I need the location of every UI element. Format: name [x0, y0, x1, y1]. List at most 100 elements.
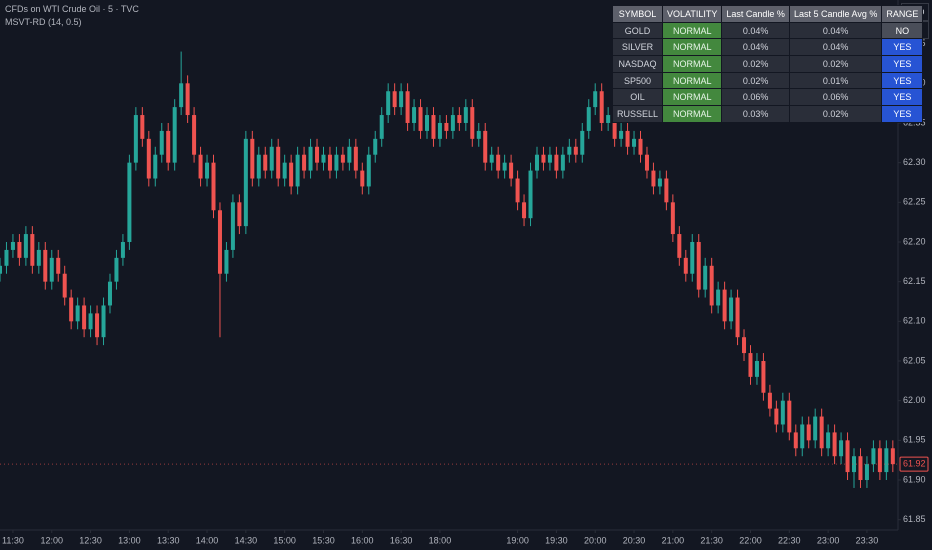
candle-body: [399, 91, 404, 108]
x-tick-label: 23:00: [817, 535, 840, 545]
candle-body: [101, 305, 106, 338]
candle-body: [839, 440, 844, 457]
candle-body: [172, 107, 177, 163]
candle-body: [767, 392, 772, 409]
candle-body: [82, 305, 87, 330]
table-row: OIL NORMAL 0.06% 0.06% YES: [611, 88, 924, 107]
candle-body: [179, 83, 184, 108]
candle-body: [774, 408, 779, 425]
candle-body: [696, 241, 701, 290]
table-cell: NORMAL: [662, 55, 723, 73]
candle-body: [806, 424, 811, 441]
candle-body: [793, 432, 798, 449]
candle-body: [192, 115, 197, 155]
table-cell: GOLD: [611, 21, 664, 40]
candle-body: [353, 146, 358, 171]
x-tick-label: 19:30: [545, 535, 568, 545]
candle-body: [224, 249, 229, 274]
header-cell: Last Candle %: [721, 5, 790, 23]
table-cell: 0.04%: [721, 21, 790, 40]
candle-body: [431, 115, 436, 139]
candle-body: [4, 249, 9, 266]
candle-body: [62, 273, 67, 298]
table-cell: YES: [881, 105, 924, 123]
candle-body: [282, 162, 287, 179]
x-tick-label: 20:30: [623, 535, 646, 545]
candle-body: [502, 162, 507, 171]
candle-body: [619, 130, 624, 139]
candle-body: [107, 281, 112, 306]
last-price-label: 61.92: [903, 459, 926, 469]
candle-body: [638, 138, 643, 155]
table-row: SP500 NORMAL 0.02% 0.01% YES: [611, 71, 924, 90]
candle-body: [625, 130, 630, 147]
x-tick-label: 11:30: [2, 535, 24, 545]
x-tick-label: 13:00: [118, 535, 141, 545]
table-cell: NORMAL: [662, 105, 723, 123]
table-cell: 0.06%: [788, 88, 883, 107]
candle-body: [496, 154, 501, 171]
candle-body: [405, 91, 410, 123]
table-cell: YES: [881, 88, 924, 107]
table-cell: NORMAL: [662, 38, 723, 57]
table-cell: 0.01%: [788, 71, 883, 90]
candle-body: [644, 154, 649, 171]
candle-body: [677, 234, 682, 258]
candle-body: [0, 265, 3, 274]
x-tick-label: 20:00: [584, 535, 607, 545]
volatility-table: SYMBOL VOLATILITY Last Candle % Last 5 Cand…: [611, 5, 924, 123]
candle-body: [845, 440, 850, 473]
table-cell: SILVER: [611, 38, 664, 57]
candle-body: [386, 91, 391, 116]
table-cell: 0.02%: [721, 71, 790, 90]
candle-body: [69, 297, 74, 322]
candle-body: [88, 313, 93, 330]
candle-body: [813, 416, 818, 441]
candle-body: [373, 138, 378, 155]
x-tick-label: 22:00: [739, 535, 762, 545]
candle-body: [890, 448, 895, 465]
last-price-box: [899, 456, 929, 472]
candle-body: [412, 107, 417, 123]
table-row: SILVER NORMAL 0.04% 0.04% YES: [611, 38, 924, 57]
table-cell: 0.03%: [721, 105, 790, 123]
candle-body: [159, 130, 164, 155]
x-tick-label: 22:30: [778, 535, 801, 545]
candle-body: [198, 154, 203, 179]
candle-body: [567, 146, 572, 155]
symbol-title: CFDs on WTI Crude Oil · 5 · TVC: [5, 4, 139, 14]
candle-body: [871, 448, 876, 465]
candle-body: [742, 337, 747, 354]
x-tick-label: 12:00: [40, 535, 63, 545]
candle-body: [580, 130, 585, 155]
table-row: RUSSELL NORMAL 0.03% 0.02% YES: [611, 105, 924, 123]
candle-body: [787, 400, 792, 433]
table-cell: 0.06%: [721, 88, 790, 107]
candle-body: [444, 122, 449, 131]
x-tick-label: 21:30: [700, 535, 723, 545]
candle-body: [489, 154, 494, 163]
candle-body: [75, 305, 80, 322]
candle-body: [424, 115, 430, 131]
candle-body: [295, 154, 300, 187]
candle-body: [826, 432, 831, 449]
candle-body: [308, 146, 313, 171]
x-tick-label: 15:30: [312, 535, 335, 545]
candle-body: [315, 146, 320, 163]
y-tick-label: 62.15: [903, 276, 926, 286]
table-cell: NASDAQ: [611, 55, 664, 73]
candle-body: [437, 122, 442, 139]
candle-body: [509, 162, 514, 179]
table-cell: NO: [881, 21, 924, 40]
candle-body: [599, 91, 604, 123]
candle-body: [709, 265, 714, 306]
candle-body: [256, 154, 261, 179]
candle-body: [43, 249, 48, 282]
table-cell: 0.04%: [721, 38, 790, 57]
candle-body: [534, 154, 539, 171]
candle-body: [334, 154, 339, 171]
candle-body: [347, 146, 352, 163]
candle-body: [800, 424, 805, 449]
candle-body: [852, 456, 857, 473]
candle-body: [217, 210, 222, 274]
